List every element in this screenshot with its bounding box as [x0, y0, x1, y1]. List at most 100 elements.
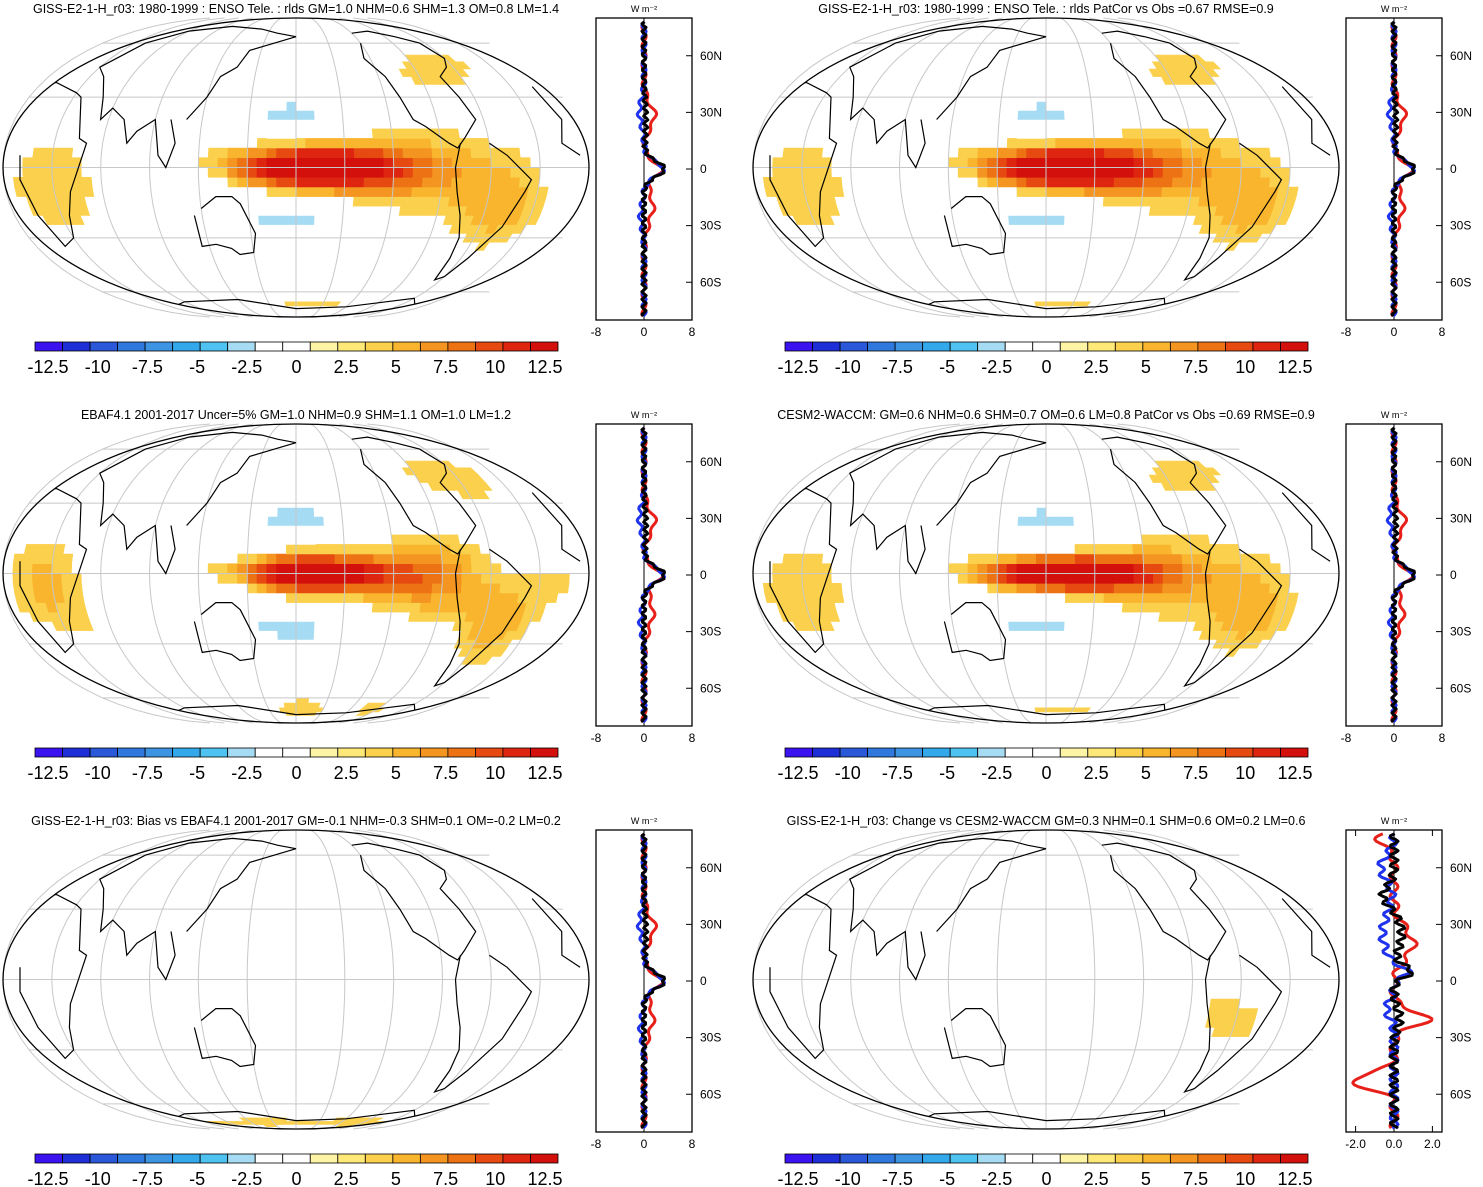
field-cell — [1113, 177, 1125, 188]
colorbar-box — [894, 747, 924, 758]
field-cell — [1094, 167, 1105, 178]
field-cell — [334, 186, 345, 197]
field-cell — [323, 110, 334, 120]
field-cell — [832, 592, 845, 603]
field-cell — [1123, 573, 1135, 584]
field-cell — [323, 922, 334, 932]
field-cell — [1142, 147, 1154, 158]
field-cell — [998, 110, 1010, 120]
field-cell — [237, 167, 248, 178]
field-cell — [1113, 959, 1125, 970]
colorbar-label: -5 — [189, 1169, 205, 1187]
field-cell — [998, 205, 1009, 216]
field-cell — [304, 490, 314, 500]
field-cell — [421, 147, 433, 158]
field-cell — [276, 167, 287, 178]
field-cell — [227, 573, 238, 584]
field-cell — [1099, 913, 1111, 923]
colorbar-box — [784, 341, 813, 352]
colorbar-label: 12.5 — [527, 357, 562, 377]
field-cell — [305, 186, 316, 197]
field-cell — [268, 1036, 279, 1046]
field-cell — [344, 157, 355, 168]
field-cell — [1035, 177, 1047, 188]
field-cell — [772, 167, 784, 178]
field-cell — [1191, 563, 1203, 574]
field-cell — [1026, 157, 1037, 168]
field-cell — [432, 157, 443, 168]
field-cell — [220, 1027, 232, 1037]
field-cell — [334, 563, 346, 574]
field-cell — [1210, 147, 1222, 158]
field-cell — [980, 516, 992, 526]
field-cell — [1191, 583, 1203, 594]
field-cell — [156, 1121, 431, 1125]
field-cell — [341, 922, 353, 932]
field-cell — [1027, 507, 1038, 517]
field-cell — [269, 1053, 280, 1063]
field-cell — [266, 534, 278, 545]
field-cell — [51, 157, 63, 168]
field-cell — [1171, 553, 1183, 564]
field-cell — [412, 147, 424, 158]
field-cell — [313, 101, 324, 111]
field-cell — [305, 525, 316, 536]
field-cell — [1121, 128, 1133, 139]
colorbar-box — [922, 747, 951, 758]
field-cell — [373, 553, 385, 564]
field-cell — [258, 913, 270, 923]
x-tick-label: -8 — [1341, 325, 1352, 339]
field-cell — [1045, 138, 1057, 149]
field-cell — [519, 573, 531, 584]
field-cell — [400, 128, 412, 139]
field-cell — [314, 592, 326, 603]
field-cell — [334, 544, 345, 555]
field-cell — [1131, 128, 1143, 139]
coastline — [193, 196, 257, 256]
field-cell — [1045, 147, 1057, 158]
field-cell — [391, 186, 404, 197]
field-cell — [938, 583, 950, 594]
field-cell — [499, 177, 511, 188]
field-cell — [1054, 896, 1064, 906]
field-cell — [266, 147, 277, 158]
field-cell — [1101, 1017, 1113, 1028]
meridian-line — [898, 829, 1004, 1130]
panel-p6: GISS-E2-1-H_r03: Change vs CESM2-WACCM G… — [752, 814, 1472, 1187]
field-cell — [1055, 138, 1066, 149]
field-cell — [1230, 167, 1242, 178]
field-cell — [451, 573, 463, 584]
lat-tick-label: 60N — [700, 455, 722, 469]
field-cell — [510, 573, 521, 584]
field-cell — [1240, 157, 1252, 168]
field-cell — [188, 186, 201, 197]
field-cell — [1054, 110, 1066, 120]
field-cell — [341, 516, 353, 526]
field-cell — [1100, 1027, 1112, 1037]
field-cell — [440, 592, 452, 603]
field-cell — [1008, 913, 1020, 923]
field-cell — [314, 525, 325, 536]
colorbar-box — [309, 1153, 339, 1164]
field-cell — [1028, 896, 1038, 906]
field-cell — [1162, 157, 1174, 168]
meridian-line — [1103, 17, 1242, 318]
field-cell — [1018, 224, 1029, 234]
field-cell — [246, 583, 258, 594]
field-cell — [1121, 602, 1133, 613]
black-zonal-series — [640, 832, 666, 1130]
lat-tick-label: 60S — [1450, 681, 1471, 695]
field-cell — [1055, 959, 1066, 970]
field-cell — [801, 563, 813, 574]
colorbar-box — [784, 1153, 813, 1164]
field-cell — [909, 186, 922, 197]
field-cell — [295, 534, 306, 545]
field-cell — [958, 186, 970, 197]
field-cell — [1045, 525, 1056, 536]
map-border — [752, 829, 1340, 1130]
field-cell — [1093, 186, 1105, 197]
x-tick-label: 0 — [641, 1137, 648, 1151]
field-cell — [400, 534, 412, 545]
field-cell — [239, 110, 251, 120]
field-cell — [1104, 573, 1115, 584]
